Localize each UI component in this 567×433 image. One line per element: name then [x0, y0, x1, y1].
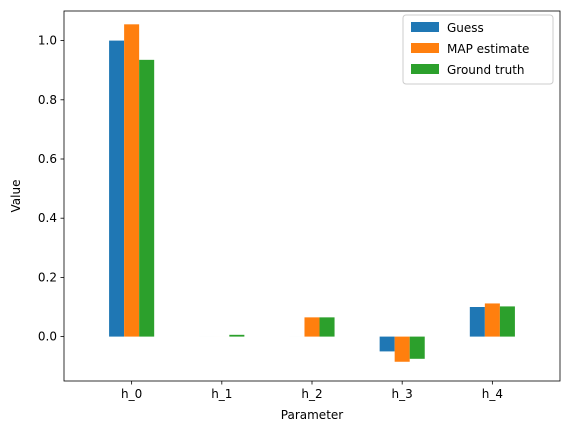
legend-label-ground-truth: Ground truth	[447, 63, 525, 77]
x-tick-label: h_2	[301, 387, 322, 401]
x-axis: h_0 h_1 h_2 h_3 h_4	[121, 381, 503, 401]
legend-box	[402, 14, 554, 85]
bar-ground-truth-h-2	[319, 317, 335, 337]
bar-guess-h-4	[469, 307, 485, 337]
bar-ground-truth-h-0	[139, 59, 155, 337]
y-tick-label: 0.8	[38, 93, 57, 107]
y-axis-label: Value	[9, 180, 23, 213]
bar-map-estimate-h-4	[484, 303, 500, 337]
x-axis-label: Parameter	[281, 408, 343, 422]
bar-map-estimate-h-2	[304, 317, 320, 337]
legend-swatch-ground-truth	[411, 64, 439, 74]
x-tick-label: h_3	[392, 387, 413, 401]
bar-ground-truth-h-4	[499, 306, 515, 337]
bar-map-estimate-h-3	[394, 336, 410, 362]
y-axis: 0.0 0.2 0.4 0.6 0.8 1.0	[38, 34, 64, 344]
legend: Guess MAP estimate Ground truth	[402, 14, 554, 85]
bars-layer	[109, 24, 515, 362]
y-tick-label: 0.2	[38, 270, 57, 284]
bar-guess-h-3	[379, 336, 395, 352]
bar-ground-truth-h-3	[409, 336, 425, 359]
bar-ground-truth-h-1	[229, 334, 245, 337]
legend-swatch-map-estimate	[411, 43, 439, 53]
legend-label-map-estimate: MAP estimate	[447, 42, 529, 56]
y-tick-label: 0.0	[38, 330, 57, 344]
y-tick-label: 0.4	[38, 211, 57, 225]
bar-map-estimate-h-0	[124, 24, 140, 337]
legend-swatch-guess	[411, 22, 439, 32]
x-tick-label: h_1	[211, 387, 232, 401]
bar-guess-h-0	[109, 40, 125, 337]
legend-label-guess: Guess	[447, 21, 484, 35]
x-tick-label: h_4	[482, 387, 503, 401]
y-tick-label: 1.0	[38, 34, 57, 48]
x-tick-label: h_0	[121, 387, 142, 401]
y-tick-label: 0.6	[38, 152, 57, 166]
